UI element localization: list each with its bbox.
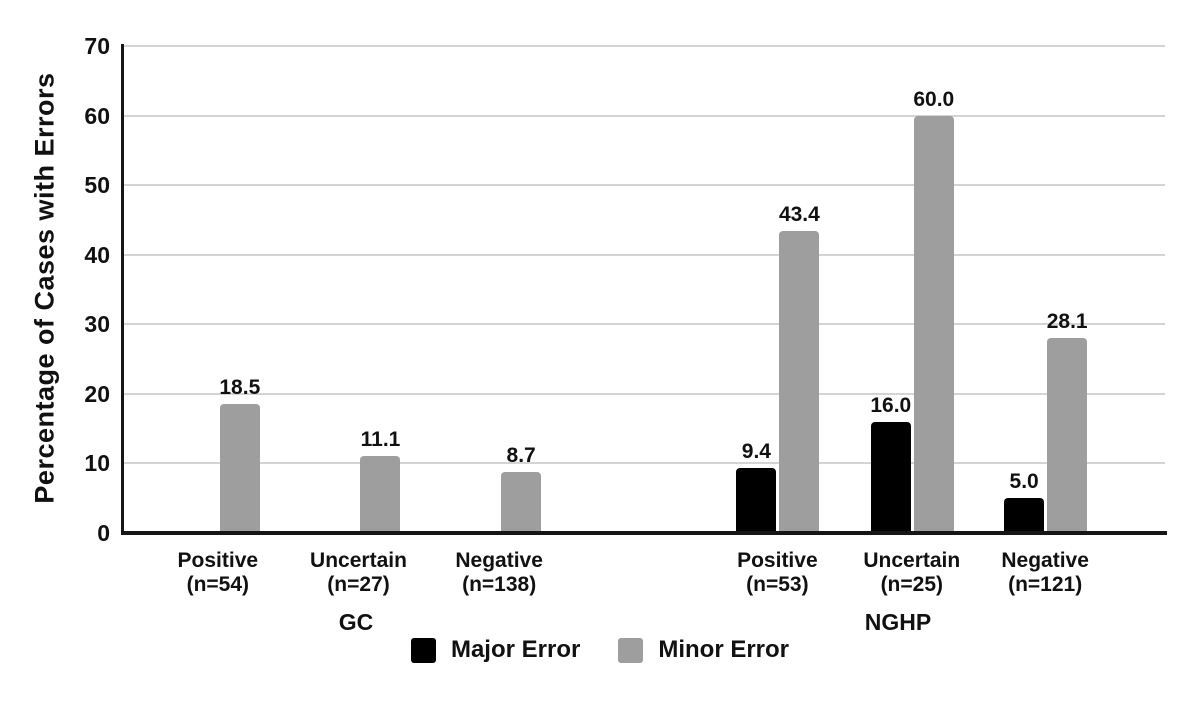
category-label: Negative (n=138) xyxy=(455,549,543,596)
bar-value-label: 11.1 xyxy=(360,427,401,451)
bar-value-label: 43.4 xyxy=(778,203,820,227)
bar-major-error xyxy=(870,421,911,533)
y-tick-label: 20 xyxy=(84,380,110,407)
category-label: Positive (n=54) xyxy=(177,549,259,596)
category-label: Positive (n=53) xyxy=(737,549,818,596)
group-label-gc: GC xyxy=(338,609,374,635)
bar-value-label: 8.7 xyxy=(506,444,536,468)
bar-minor-error xyxy=(1047,337,1088,533)
group-label-nghp: NGHP xyxy=(864,609,932,635)
bar-minor-error xyxy=(501,472,542,533)
bar-value-label: 28.1 xyxy=(1046,309,1088,333)
bar-value-label: 18.5 xyxy=(219,376,261,400)
x-axis-line xyxy=(121,531,1167,535)
category-label: Uncertain (n=27) xyxy=(310,549,407,596)
legend-item-minor-error: Minor Error xyxy=(618,636,789,664)
gridline xyxy=(123,392,1165,395)
gridline xyxy=(123,323,1165,326)
bar-value-label: 9.4 xyxy=(741,439,771,463)
bar-minor-error xyxy=(360,455,401,533)
y-tick-label: 10 xyxy=(84,450,110,477)
legend-swatch-major-error xyxy=(410,637,436,663)
bar-minor-error xyxy=(913,115,954,533)
bar-major-error xyxy=(1004,498,1045,533)
bar-minor-error xyxy=(779,231,820,533)
bar-value-label: 16.0 xyxy=(870,393,912,417)
legend-label-minor-error: Minor Error xyxy=(658,636,790,663)
bar-value-label: 60.0 xyxy=(913,87,955,111)
gridline xyxy=(123,184,1165,187)
bar-value-label: 5.0 xyxy=(1009,470,1039,494)
legend-label-major-error: Major Error xyxy=(450,636,581,663)
bar-minor-error xyxy=(219,404,260,533)
y-tick-label: 50 xyxy=(84,172,110,199)
bar-major-error xyxy=(736,467,777,533)
y-tick-label: 30 xyxy=(84,311,110,338)
gridline xyxy=(123,253,1165,256)
category-label: Negative (n=121) xyxy=(1001,549,1089,596)
gridline xyxy=(123,462,1165,465)
y-tick-label: 60 xyxy=(84,102,110,129)
y-axis-line xyxy=(121,44,124,535)
y-tick-label: 70 xyxy=(84,33,110,59)
y-tick-label: 40 xyxy=(84,241,110,268)
category-label: Uncertain (n=25) xyxy=(863,549,961,596)
gridline xyxy=(123,45,1165,47)
plot-area: 18.5 11.1 8.7 9.4 43.4 16.0 60.0 5.0 28.1 xyxy=(123,45,1165,533)
legend-item-major-error: Major Error xyxy=(410,636,581,664)
y-axis-title: Percentage of Cases with Errors xyxy=(29,72,60,504)
gridline xyxy=(123,114,1165,117)
y-tick-label: 0 xyxy=(97,520,110,546)
legend-swatch-minor-error xyxy=(618,637,644,663)
legend: Major Error Minor Error xyxy=(0,632,1200,668)
